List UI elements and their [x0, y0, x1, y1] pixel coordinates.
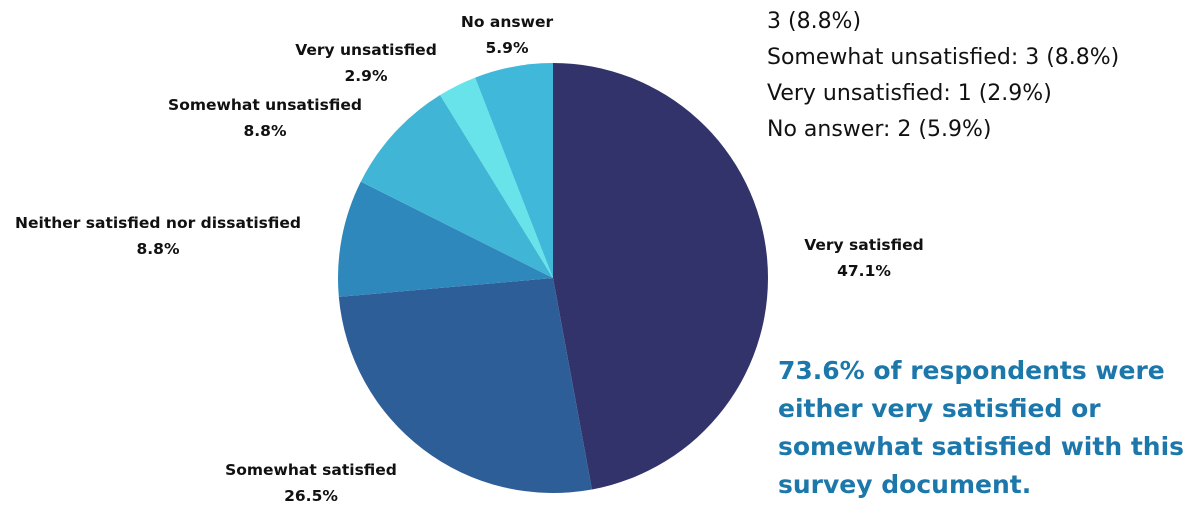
pie-slice [337, 181, 553, 297]
slice-category-label: Very unsatisfied [295, 41, 437, 59]
pie-slice [440, 77, 553, 278]
slice-value-label: 2.9% [345, 67, 388, 85]
slice-value-label: 47.1% [837, 262, 891, 280]
slice-value-label: 26.5% [284, 487, 338, 505]
pie-labels: Very satisfied 47.1% Somewhat satisfied 26.… [15, 13, 924, 505]
slice-category-label: Very satisfied [804, 236, 924, 254]
summary-line: Somewhat unsatisfied: 3 (8.8%) [767, 45, 1120, 70]
slice-category-label: Neither satisfied nor dissatisfied [15, 214, 301, 232]
pie-slice [475, 63, 553, 278]
slice-category-label: No answer [461, 13, 554, 31]
slice-value-label: 5.9% [486, 39, 529, 57]
summary-line: 3 (8.8%) [767, 9, 862, 34]
pie-slice [553, 63, 768, 490]
summary-list: 3 (8.8%) Somewhat unsatisfied: 3 (8.8%) … [767, 4, 1119, 148]
slice-category-label: Somewhat satisfied [225, 461, 397, 479]
slice-category-label: Somewhat unsatisfied [168, 96, 362, 114]
summary-line: Very unsatisfied: 1 (2.9%) [767, 81, 1052, 106]
summary-line: No answer: 2 (5.9%) [767, 117, 992, 142]
pie-slice [360, 95, 553, 278]
slice-value-label: 8.8% [137, 240, 180, 258]
slice-value-label: 8.8% [244, 122, 287, 140]
pie-slices [337, 63, 768, 493]
pie-slice [338, 278, 592, 493]
summary-callout: 73.6% of respondents were either very sa… [778, 356, 1185, 499]
